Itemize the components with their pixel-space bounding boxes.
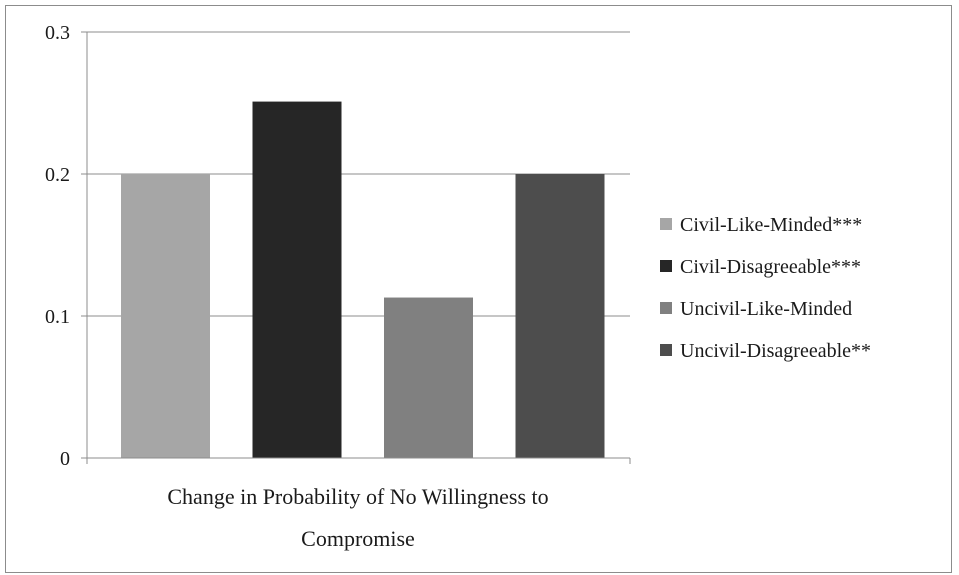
legend-swatch	[660, 344, 672, 356]
legend: Civil-Like-Minded*** Civil-Disagreeable**…	[660, 214, 871, 362]
x-axis-label-line-1: Change in Probability of No Willingness …	[167, 484, 548, 509]
bars	[121, 101, 605, 458]
legend-swatch	[660, 260, 672, 272]
legend-label: Civil-Like-Minded***	[680, 214, 862, 236]
bar-civil-disagreeable	[252, 101, 342, 458]
y-tick-label: 0.2	[45, 164, 70, 186]
y-tick-label: 0.1	[45, 306, 70, 328]
y-tick-label: 0.3	[45, 22, 70, 44]
legend-swatch	[660, 218, 672, 230]
legend-swatch	[660, 302, 672, 314]
bar-civil-like-minded	[121, 174, 210, 458]
bar-uncivil-like-minded	[384, 297, 473, 458]
legend-label: Uncivil-Disagreeable**	[680, 340, 871, 362]
y-axis-ticks: 0 0.1 0.2 0.3	[45, 22, 70, 470]
legend-label: Uncivil-Like-Minded	[680, 298, 852, 320]
legend-label: Civil-Disagreeable***	[680, 256, 861, 278]
x-axis-category-label: Change in Probability of No Willingness …	[167, 484, 548, 551]
x-axis-label-line-2: Compromise	[301, 526, 415, 551]
y-tick-label: 0	[60, 448, 70, 470]
bar-uncivil-disagreeable	[515, 174, 605, 458]
